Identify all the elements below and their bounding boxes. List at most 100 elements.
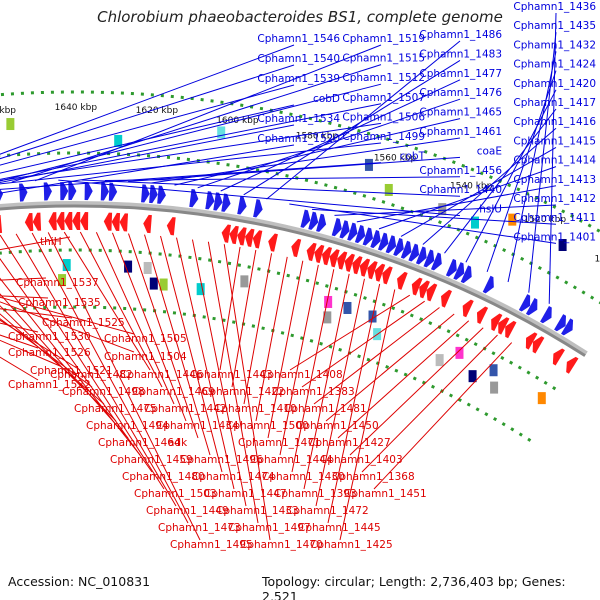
leader-line [0, 308, 73, 319]
reverse-gene-label: Cphamn1_1433 [216, 505, 299, 517]
forward-gene-label: Cphamn1_1465 [419, 107, 502, 119]
reverse-gene-label: Cphamn1_1482 [50, 369, 133, 381]
leader-line [325, 313, 455, 422]
genome-backbone [0, 204, 586, 357]
gene-features [0, 118, 579, 405]
forward-gene-arrow [482, 275, 494, 294]
lower-ruler-ring [0, 305, 532, 442]
tick-label: 1500 kbp [595, 255, 600, 265]
forward-gene-arrow [108, 182, 118, 201]
reverse-gene-label: Cphamn1_1500 [226, 420, 309, 432]
feature-block [490, 381, 499, 394]
forward-gene-arrow [84, 182, 93, 201]
reverse-gene-arrow [24, 212, 34, 232]
feature-block [438, 203, 447, 216]
forward-gene-arrow [221, 193, 231, 212]
forward-gene-arrow [377, 232, 389, 251]
feature-block [364, 158, 373, 171]
reverse-gene-arrow [498, 317, 510, 335]
leader-line [0, 234, 165, 490]
leader-line [0, 318, 93, 388]
forward-gene-arrow [460, 265, 472, 284]
leader-line [349, 327, 484, 456]
feature-block [508, 213, 517, 226]
leader-line [144, 234, 211, 456]
reverse-gene-label: Cphamn1_1505 [104, 333, 187, 345]
forward-gene-label: Cphamn1_1461 [419, 126, 502, 138]
leader-line [311, 208, 557, 225]
leader-line [0, 301, 135, 353]
reverse-gene-arrow [252, 230, 263, 249]
accession-text: Accession: NC_010831 [8, 574, 151, 589]
feature-block [58, 274, 67, 287]
leader-line [289, 294, 411, 371]
forward-gene-arrow [445, 258, 457, 277]
reverse-gene-label: Cphamn1_1469 [132, 386, 215, 398]
reverse-gene-arrow [532, 336, 545, 354]
forward-gene-label: Cphamn1_1499 [342, 131, 425, 143]
forward-gene-arrow [347, 222, 358, 241]
leader-line [279, 264, 319, 456]
leader-line [231, 249, 257, 388]
tick-label: 1660 kbp [0, 106, 16, 116]
reverse-gene-arrow [143, 214, 152, 234]
reverse-gene-arrow [103, 212, 113, 231]
reverse-gene-label: Cphamn1_1495 [170, 539, 253, 551]
forward-gene-label: Cphamn1_1486 [419, 29, 502, 41]
reverse-gene-label: Cphamn1_1497 [228, 522, 311, 534]
leader-line [337, 320, 470, 439]
forward-gene-label: Cphamn1_1515 [342, 53, 425, 65]
leader-line [507, 51, 557, 283]
feature-block [435, 354, 444, 367]
reverse-gene-label: Cphamn1_1474 [192, 471, 275, 483]
forward-gene-arrow [316, 213, 327, 232]
feature-block [455, 346, 464, 359]
reverse-gene-label: Cphamn1_1403 [320, 454, 403, 466]
forward-gene-arrow [385, 235, 397, 254]
reverse-gene-arrow [426, 283, 438, 302]
feature-block [470, 216, 479, 229]
reverse-gene-arrow [462, 299, 474, 318]
feature-block [62, 259, 71, 272]
reverse-gene-label: Cphamn1_1481 [284, 403, 367, 415]
tick-label: 1520 kbp [524, 215, 567, 225]
reverse-gene-arrow [566, 356, 579, 374]
forward-gene-label: Cphamn1_1420 [513, 78, 596, 90]
reverse-gene-arrow [329, 249, 340, 268]
leader-line [15, 233, 177, 507]
leader-line [0, 83, 382, 182]
feature-block [196, 283, 205, 296]
reverse-gene-label: Cphamn1_1383 [272, 386, 355, 398]
feature-block [6, 118, 15, 131]
reverse-gene-label: Cphamn1_1449 [146, 505, 229, 517]
forward-gene-label: Cphamn1_1415 [513, 135, 596, 147]
forward-gene-label: coaE [477, 145, 502, 157]
leader-line [361, 334, 498, 473]
leader-line [465, 89, 557, 263]
forward-gene-arrow [68, 182, 77, 201]
reverse-gene-label: Cphamn1_1525 [42, 317, 125, 329]
forward-gene-arrow [157, 185, 166, 204]
forward-gene-arrow [400, 240, 412, 259]
reverse-gene-label: Cphamn1_1494 [86, 420, 169, 432]
forward-gene-label: Cphamn1_1483 [419, 48, 502, 60]
reverse-gene-arrow [229, 225, 239, 245]
reverse-gene-arrow [237, 227, 247, 246]
gene-labels: Cphamn1_1436 Cphamn1_1435 Cphamn1_1432 Cpha… [8, 1, 596, 551]
leader-line [0, 295, 49, 299]
leader-line [267, 260, 304, 439]
feature-block [489, 364, 498, 377]
forward-gene-arrow [100, 182, 110, 201]
leader-line [0, 356, 39, 381]
leader-line [315, 278, 365, 507]
forward-gene-label: Cphamn1_1506 [342, 111, 425, 123]
reverse-gene-arrow [0, 214, 3, 234]
leader-line [548, 12, 557, 304]
forward-gene-label: cobD [313, 93, 340, 105]
leader-line [0, 293, 129, 439]
forward-gene-arrow [554, 314, 567, 332]
leader-line [81, 179, 461, 197]
reverse-gene-label: Cphamn1_1442 [144, 403, 227, 415]
forward-gene-arrow [354, 224, 366, 244]
